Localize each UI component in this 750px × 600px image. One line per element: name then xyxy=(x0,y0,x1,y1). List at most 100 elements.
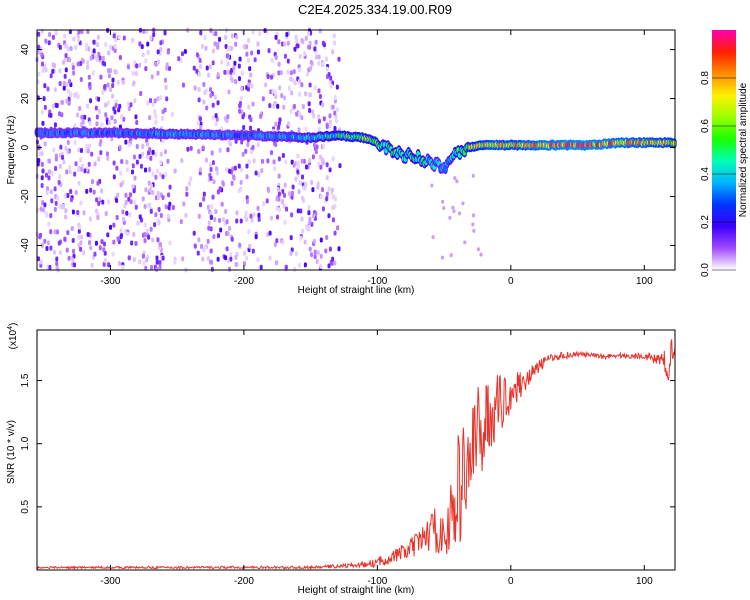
spectrogram-cell xyxy=(335,107,339,113)
spectrogram-cell xyxy=(285,32,289,38)
spectrogram-cell xyxy=(150,74,154,80)
spectrogram-cell xyxy=(189,176,193,182)
spectrogram-cell xyxy=(226,231,230,237)
spectrogram-cell xyxy=(224,44,228,50)
spectrogram-cell xyxy=(63,73,67,79)
spectrogram-cell xyxy=(158,241,162,247)
spectrogram-cell xyxy=(120,233,124,239)
spectrogram-cell xyxy=(300,38,304,44)
x-tick-label: 100 xyxy=(636,276,653,287)
spectrogram-cell xyxy=(250,217,254,223)
spectrogram-cell xyxy=(288,191,292,197)
spectrogram-cell xyxy=(269,215,273,221)
spectrogram-cell xyxy=(145,257,149,263)
spectrogram-cell xyxy=(171,204,175,210)
spectrogram-cell xyxy=(282,203,286,209)
spectrogram-cell xyxy=(164,84,168,90)
spectrogram-cell xyxy=(125,167,129,173)
spectrogram-cell xyxy=(48,32,52,38)
spectrogram-cell xyxy=(325,162,329,168)
spectrogram-cell xyxy=(453,176,457,181)
spectrogram-cell xyxy=(45,172,49,178)
spectrogram-cell xyxy=(109,45,113,51)
spectrogram-cell xyxy=(47,175,51,181)
spectrogram-cell xyxy=(99,74,103,80)
spectrogram-cell xyxy=(242,260,246,266)
spectrogram-cell xyxy=(163,149,167,155)
spectrogram-cell xyxy=(44,211,48,217)
spectrogram-cell xyxy=(201,145,205,151)
spectrogram-cell xyxy=(65,247,69,253)
spectrogram-cell xyxy=(95,197,99,203)
spectrogram-cell xyxy=(138,62,142,68)
spectrogram-cell xyxy=(207,72,211,78)
spectrogram-cell xyxy=(39,259,43,265)
spectrogram-cell xyxy=(73,262,77,268)
spectrogram-cell xyxy=(90,262,94,268)
x-tick-label: 0 xyxy=(508,276,514,287)
spectrogram-cell xyxy=(197,87,201,93)
spectrogram-cell xyxy=(168,184,172,190)
spectrogram-cell xyxy=(125,210,129,216)
spectrogram-cell xyxy=(68,169,72,175)
spectrogram-cell xyxy=(66,140,70,146)
spectrogram-cell xyxy=(77,234,81,240)
spectrogram-cell xyxy=(182,201,186,207)
spectrogram-cell xyxy=(307,101,311,107)
spectrogram-cell xyxy=(225,219,229,225)
spectrogram-cell xyxy=(226,147,230,153)
spectrogram-cell xyxy=(153,109,157,115)
spectrogram-cell xyxy=(303,51,307,57)
spectrogram-cell xyxy=(336,225,340,231)
spectrogram-cell xyxy=(258,31,262,37)
spectrogram-cell xyxy=(317,118,321,124)
spectrogram-cell xyxy=(55,256,59,262)
spectrogram-cell xyxy=(53,122,57,128)
spectrogram-cell xyxy=(156,168,160,174)
spectrogram-cell xyxy=(218,217,222,223)
spectrogram-cell xyxy=(209,87,213,93)
spectrogram-cell xyxy=(235,34,239,40)
spectrogram-cell xyxy=(187,180,191,186)
spectrogram-cell xyxy=(298,67,302,73)
spectrogram-cell xyxy=(240,139,244,145)
spectrogram-cell xyxy=(134,204,138,210)
spectrogram-cell xyxy=(87,74,91,80)
spectrogram-cell xyxy=(206,256,210,262)
x-tick-label: -100 xyxy=(367,576,387,587)
spectrogram-cell xyxy=(211,60,215,66)
spectrogram-frame xyxy=(36,29,676,271)
spectrogram-cell xyxy=(79,148,83,154)
spectrogram-cell xyxy=(106,155,110,161)
x-tick-label: 100 xyxy=(636,576,653,587)
spectrogram-cell xyxy=(247,82,251,88)
spectrogram-cell xyxy=(207,220,211,226)
spectrogram-cell xyxy=(101,55,105,61)
spectrogram-cell xyxy=(116,80,120,86)
spectrogram-cell xyxy=(313,238,317,244)
spectrogram-cell xyxy=(308,158,312,164)
spectrogram-cell xyxy=(331,256,335,262)
snr-plot-area xyxy=(37,330,675,570)
spectrogram-cell xyxy=(292,69,296,75)
spectrogram-cell xyxy=(132,200,136,206)
spectrogram-cell xyxy=(119,182,123,188)
spectrogram-cell xyxy=(90,151,94,157)
spectrogram-cell xyxy=(328,113,332,119)
spectrogram-cell xyxy=(46,240,50,246)
spectrogram-cell xyxy=(287,121,291,127)
spectrogram-cell xyxy=(261,96,265,102)
spectrogram-cell xyxy=(130,169,134,175)
spectrogram-cell xyxy=(218,36,222,42)
spectrogram-cell xyxy=(149,35,153,41)
spectrogram-cell xyxy=(216,44,220,50)
spectrogram-cell xyxy=(296,153,300,159)
spectrogram-cell xyxy=(120,114,124,120)
spectrogram-cell xyxy=(185,186,189,192)
spectrogram-cell xyxy=(238,103,242,109)
spectrogram-cell xyxy=(85,42,89,48)
spectrogram-cell xyxy=(209,92,213,98)
spectrogram-cell xyxy=(227,266,231,272)
spectrogram-cell xyxy=(166,213,170,219)
spectrogram-cell xyxy=(104,211,108,217)
